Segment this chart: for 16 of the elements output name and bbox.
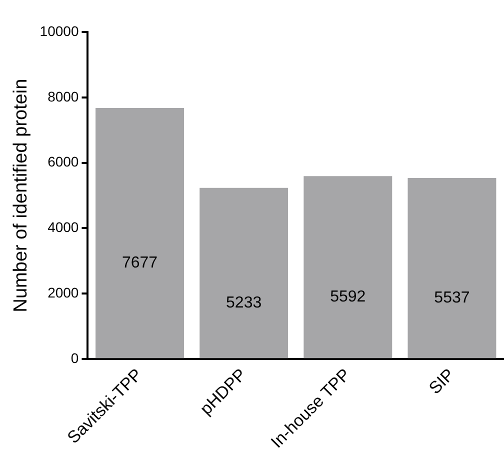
- bar: [304, 176, 392, 358]
- x-tick-label: SIP: [425, 364, 458, 398]
- data-label: 7677: [122, 254, 158, 272]
- bar: [408, 178, 496, 358]
- bar: [96, 108, 184, 358]
- data-label: 5592: [330, 288, 366, 306]
- bar: [200, 188, 288, 358]
- data-label: 5233: [226, 294, 262, 312]
- y-tick-label: 0: [70, 350, 79, 366]
- y-tick-label: 6000: [48, 154, 79, 170]
- y-tick-label: 10000: [40, 22, 79, 39]
- y-tick-label: 4000: [48, 219, 79, 236]
- y-axis-title: Number of identified protein: [10, 78, 32, 312]
- data-label: 5537: [434, 289, 470, 306]
- y-tick-label: 2000: [48, 284, 79, 301]
- y-tick-label: 8000: [48, 88, 79, 104]
